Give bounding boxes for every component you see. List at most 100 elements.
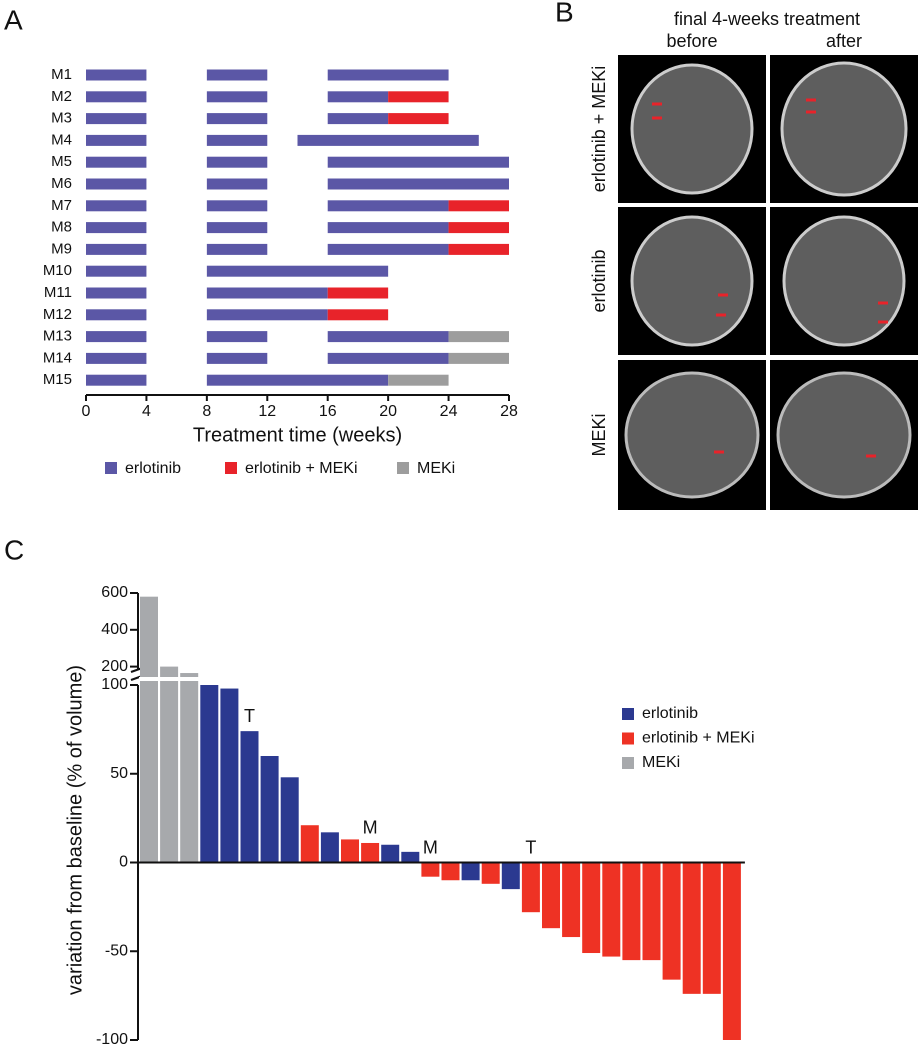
segment — [206, 178, 268, 190]
ct-scan — [624, 371, 760, 499]
segment — [86, 309, 147, 321]
row-label: erlotinib + MEKi — [589, 66, 609, 193]
segment — [327, 309, 389, 321]
bar — [381, 844, 400, 863]
segment — [206, 352, 268, 364]
bar — [140, 596, 158, 863]
legend-label: erlotinib + MEKi — [642, 730, 755, 747]
legend-label: erlotinib — [642, 705, 698, 722]
y-tick-label: 400 — [101, 621, 128, 638]
segment — [327, 69, 449, 81]
ct-scan — [780, 61, 908, 197]
segment — [86, 69, 147, 81]
legend-swatch — [225, 462, 237, 474]
annotation: M — [423, 837, 438, 857]
segment — [327, 156, 509, 168]
segment — [86, 331, 147, 343]
segment — [206, 113, 268, 125]
row-label: MEKi — [589, 413, 609, 456]
segment — [327, 243, 449, 255]
y-tick-label: 200 — [101, 658, 128, 675]
ct-scan — [630, 63, 754, 195]
row-label: erlotinib — [589, 249, 609, 312]
segment — [206, 69, 268, 81]
ct-images — [618, 55, 918, 510]
legend-label: MEKi — [417, 460, 455, 477]
segment — [206, 156, 268, 168]
y-tick-label: 100 — [101, 676, 128, 693]
row-label: M13 — [43, 328, 72, 345]
bar — [662, 862, 681, 980]
x-tick-label: 24 — [440, 403, 458, 420]
bar — [401, 851, 420, 863]
bar — [501, 862, 520, 890]
legend-swatch — [622, 757, 634, 769]
segment — [206, 287, 328, 299]
row-label: M15 — [43, 371, 72, 388]
bar — [461, 862, 480, 881]
bar — [582, 862, 601, 954]
panel-label: C — [4, 534, 24, 565]
segment — [86, 134, 147, 146]
arrows — [652, 98, 888, 458]
segment — [206, 331, 268, 343]
bar — [361, 842, 380, 863]
segment — [448, 331, 509, 343]
row-label: M3 — [51, 110, 72, 127]
annotation: M — [363, 818, 378, 838]
bar — [160, 666, 179, 863]
segment — [327, 178, 509, 190]
panel-label: B — [555, 0, 574, 27]
bar — [622, 862, 641, 961]
y-tick-label: 600 — [101, 584, 128, 601]
row-label: M14 — [43, 349, 72, 366]
segment — [388, 91, 449, 103]
segment — [206, 243, 268, 255]
y-tick-label: -50 — [105, 942, 128, 959]
segment — [86, 287, 147, 299]
bar — [702, 862, 721, 994]
segment — [388, 374, 449, 386]
segment — [206, 265, 389, 277]
bar — [260, 756, 279, 863]
segment — [206, 374, 389, 386]
x-tick-label: 12 — [258, 403, 276, 420]
segment — [327, 331, 449, 343]
segment — [327, 200, 449, 212]
x-tick-label: 16 — [319, 403, 337, 420]
bar — [320, 832, 339, 863]
segment — [327, 352, 449, 364]
bar — [441, 862, 460, 881]
x-axis-label: Treatment time (weeks) — [193, 424, 402, 446]
break-gap — [139, 677, 204, 681]
bar — [722, 862, 741, 1040]
bar — [562, 862, 581, 938]
legend-swatch — [622, 708, 634, 720]
row-label: M8 — [51, 219, 72, 236]
segment — [448, 200, 509, 212]
segment — [86, 156, 147, 168]
row-label: M12 — [43, 306, 72, 323]
segment — [327, 91, 389, 103]
bar — [341, 839, 359, 863]
segment — [388, 113, 449, 125]
panel-title: final 4-weeks treatment — [674, 9, 860, 29]
x-tick-label: 8 — [202, 403, 211, 420]
segment — [327, 113, 389, 125]
column-label: before — [666, 31, 717, 51]
row-label: M9 — [51, 240, 72, 257]
segment — [448, 222, 509, 234]
bar — [240, 731, 259, 863]
segment — [448, 243, 509, 255]
bar — [642, 862, 661, 961]
ct-scan — [630, 215, 754, 347]
y-axis-label: variation from baseline (% of volume) — [64, 665, 86, 995]
segment — [448, 352, 509, 364]
bar — [280, 777, 299, 863]
segment — [297, 134, 479, 146]
row-label: M7 — [51, 197, 72, 214]
bar — [180, 673, 199, 863]
segment — [206, 134, 268, 146]
bar — [602, 862, 621, 957]
row-label: M1 — [51, 66, 72, 83]
